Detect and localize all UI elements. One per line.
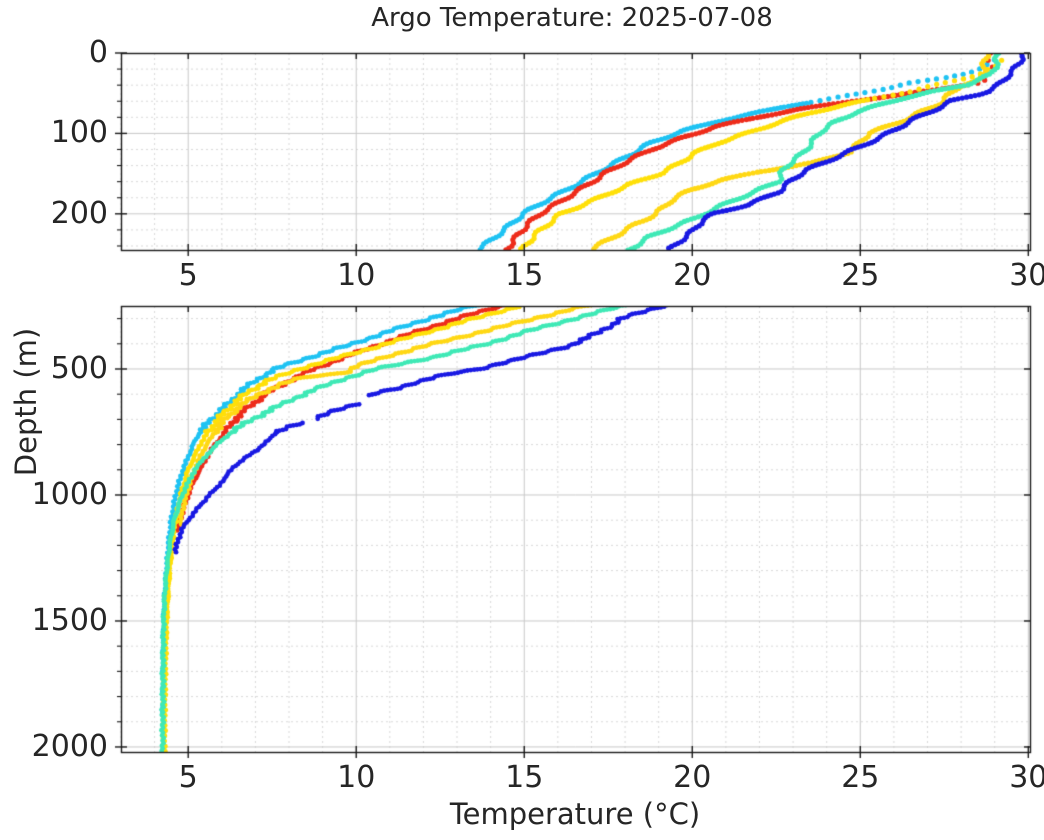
x-tick-label: 20 bbox=[673, 258, 712, 293]
x-tick-label: 5 bbox=[178, 760, 198, 795]
chart-title: Argo Temperature: 2025-07-08 bbox=[371, 3, 773, 33]
x-tick-label: 30 bbox=[1009, 258, 1044, 293]
x-tick-label: 15 bbox=[505, 258, 544, 293]
x-tick-label: 10 bbox=[337, 760, 376, 795]
y-tick-label: 500 bbox=[50, 350, 108, 386]
x-axis-label: Temperature (°C) bbox=[449, 797, 701, 831]
y-tick-label: 200 bbox=[50, 195, 108, 231]
x-tick-label: 5 bbox=[178, 258, 198, 293]
x-tick-label: 10 bbox=[337, 258, 376, 293]
y-tick-label: 1500 bbox=[31, 602, 108, 638]
y-tick-label: 1000 bbox=[31, 476, 108, 512]
x-tick-label: 25 bbox=[841, 258, 880, 293]
x-tick-label: 20 bbox=[673, 760, 712, 795]
y-tick-label: 100 bbox=[50, 115, 108, 151]
y-tick-label: 2000 bbox=[31, 728, 108, 764]
y-tick-label: 0 bbox=[88, 35, 108, 70]
x-tick-label: 15 bbox=[505, 760, 544, 795]
x-tick-label: 25 bbox=[841, 760, 880, 795]
x-tick-label: 30 bbox=[1009, 760, 1044, 795]
